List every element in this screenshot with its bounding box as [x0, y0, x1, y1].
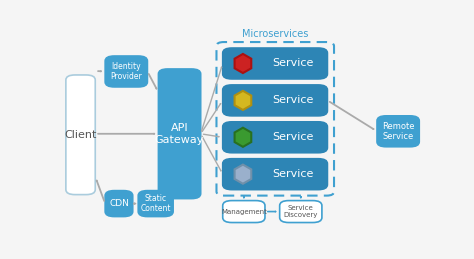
Text: API
Gateway: API Gateway — [155, 123, 204, 145]
FancyBboxPatch shape — [223, 159, 328, 190]
Polygon shape — [235, 54, 251, 73]
Polygon shape — [235, 165, 251, 184]
Text: Client: Client — [64, 130, 97, 140]
Text: CDN: CDN — [109, 199, 129, 208]
FancyBboxPatch shape — [158, 69, 201, 199]
Text: Service: Service — [272, 132, 314, 142]
FancyBboxPatch shape — [280, 200, 322, 222]
Polygon shape — [235, 91, 251, 110]
Text: Service: Service — [272, 59, 314, 68]
Text: Service: Service — [272, 169, 314, 179]
FancyBboxPatch shape — [223, 122, 328, 153]
Text: Service: Service — [272, 95, 314, 105]
FancyBboxPatch shape — [223, 200, 265, 222]
Text: Management: Management — [221, 208, 267, 214]
FancyBboxPatch shape — [66, 75, 95, 195]
Polygon shape — [235, 128, 251, 147]
Text: Service
Discovery: Service Discovery — [283, 205, 318, 218]
FancyBboxPatch shape — [223, 85, 328, 116]
Text: Identity
Provider: Identity Provider — [110, 62, 142, 81]
Text: Static
Content: Static Content — [140, 194, 171, 213]
FancyBboxPatch shape — [377, 116, 419, 147]
Text: Remote
Service: Remote Service — [382, 121, 414, 141]
Text: Microservices: Microservices — [242, 29, 309, 39]
FancyBboxPatch shape — [105, 191, 133, 217]
FancyBboxPatch shape — [223, 48, 328, 79]
FancyBboxPatch shape — [105, 56, 147, 87]
FancyBboxPatch shape — [138, 191, 173, 217]
